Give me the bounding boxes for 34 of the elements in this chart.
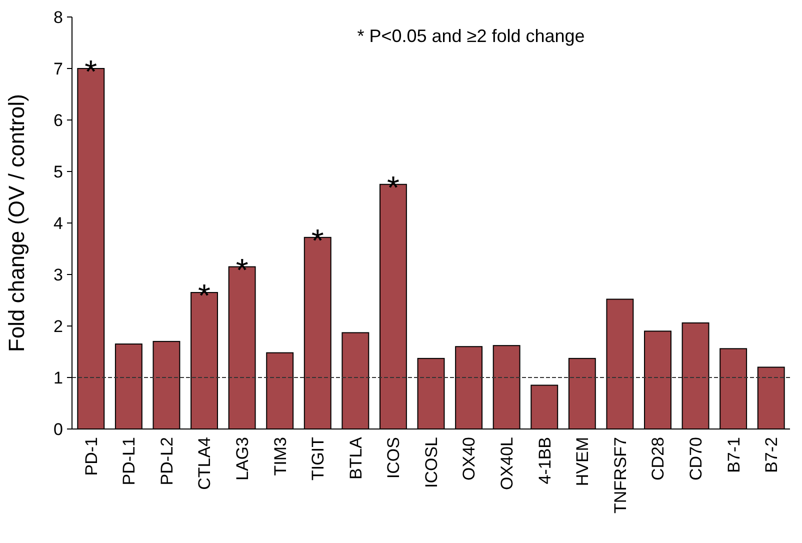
y-tick-label: 6 xyxy=(54,110,63,130)
y-tick-label: 3 xyxy=(54,265,63,284)
x-tick-label: ICOSL xyxy=(422,437,441,488)
x-tick-label: CD70 xyxy=(686,437,706,480)
x-tick-label: B7-2 xyxy=(762,437,782,473)
x-tick-label: 4-1BB xyxy=(535,437,554,484)
x-tick-label: TIGIT xyxy=(308,437,328,480)
x-tick-label: PD-1 xyxy=(82,437,101,476)
y-tick-label: 0 xyxy=(54,420,63,439)
x-tick-label: OX40 xyxy=(460,437,479,480)
x-tick-label: B7-1 xyxy=(724,437,744,473)
x-tick-label: ICOS xyxy=(384,437,404,479)
annotation: * xyxy=(386,169,400,206)
annotation: * xyxy=(198,278,210,314)
y-axis-title: Fold change (OV / control) xyxy=(4,94,29,352)
y-tick-label: 5 xyxy=(54,162,63,182)
x-tick-label: BTLA xyxy=(346,436,366,480)
x-tick-label: PD-L1 xyxy=(120,437,139,486)
x-tick-label: TIM3 xyxy=(270,437,290,476)
x-tick-label: CD28 xyxy=(648,437,668,480)
y-tick-label: 1 xyxy=(54,368,63,388)
x-tick-label: PD-L2 xyxy=(157,437,176,486)
x-tick-label: CTLA4 xyxy=(195,437,214,490)
annotation: * xyxy=(236,252,248,288)
annotation: * P<0.05 and ≥2 fold change xyxy=(357,26,585,46)
x-tick-label: LAG3 xyxy=(233,437,252,480)
y-tick-label: 8 xyxy=(54,8,63,27)
y-tick-label: 7 xyxy=(54,59,63,78)
x-tick-label: TNFRSF7 xyxy=(610,437,630,514)
x-tick-label: HVEM xyxy=(573,437,592,486)
x-tick-label: OX40L xyxy=(498,437,517,490)
y-tick-label: 2 xyxy=(54,316,63,336)
y-tick-label: 4 xyxy=(54,214,63,233)
annotation: * xyxy=(311,222,324,258)
